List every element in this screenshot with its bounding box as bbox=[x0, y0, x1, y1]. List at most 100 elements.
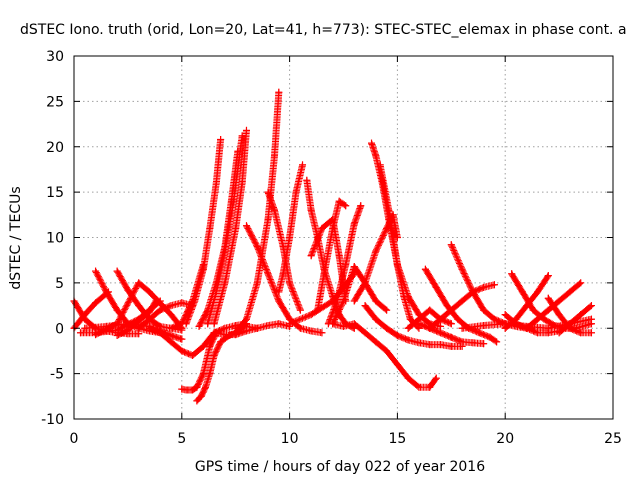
data-point bbox=[296, 324, 304, 332]
data-point bbox=[376, 161, 384, 169]
data-point bbox=[232, 324, 240, 332]
data-point bbox=[242, 322, 250, 330]
data-point bbox=[372, 152, 380, 160]
data-point bbox=[167, 338, 175, 346]
data-point bbox=[587, 302, 595, 310]
data-point bbox=[102, 288, 110, 296]
data-point bbox=[156, 306, 164, 314]
data-point bbox=[199, 342, 207, 350]
data-point bbox=[264, 322, 272, 330]
data-point bbox=[566, 320, 574, 328]
data-point bbox=[212, 288, 220, 296]
data-point bbox=[189, 351, 197, 359]
data-point bbox=[178, 347, 186, 355]
y-tick-label: 10 bbox=[46, 231, 64, 247]
data-point bbox=[76, 329, 84, 337]
data-point bbox=[415, 383, 423, 391]
data-point bbox=[307, 327, 315, 335]
data-point bbox=[458, 265, 466, 273]
data-point bbox=[307, 206, 315, 214]
data-point bbox=[238, 132, 246, 140]
data-point bbox=[191, 297, 199, 305]
data-series bbox=[204, 132, 246, 328]
data-point bbox=[320, 270, 328, 278]
data-point bbox=[271, 152, 279, 160]
data-point bbox=[372, 315, 380, 323]
data-point bbox=[458, 297, 466, 305]
data-series bbox=[182, 135, 225, 328]
data-point bbox=[275, 297, 283, 305]
data-point bbox=[193, 383, 201, 391]
data-point bbox=[167, 332, 175, 340]
y-tick-label: -10 bbox=[41, 412, 64, 428]
data-point bbox=[426, 341, 434, 349]
data-point bbox=[217, 135, 225, 143]
data-point bbox=[286, 234, 294, 241]
data-point bbox=[372, 247, 380, 255]
data-point bbox=[534, 288, 542, 296]
data-point bbox=[113, 306, 121, 314]
data-point bbox=[210, 351, 218, 359]
data-point bbox=[318, 329, 326, 337]
data-point bbox=[501, 311, 509, 319]
x-tick-label: 25 bbox=[604, 431, 622, 447]
data-point bbox=[296, 306, 304, 314]
data-point bbox=[275, 88, 283, 96]
data-point bbox=[253, 324, 261, 332]
data-point bbox=[544, 294, 552, 302]
data-point bbox=[437, 329, 445, 337]
x-tick-label: 10 bbox=[281, 431, 299, 447]
data-point bbox=[486, 333, 494, 341]
data-point bbox=[167, 302, 175, 310]
data-point bbox=[307, 252, 315, 260]
chart-title: dSTEC Iono. truth (orid, Lon=20, Lat=41,… bbox=[20, 22, 627, 38]
data-point bbox=[350, 297, 358, 305]
data-point bbox=[232, 331, 240, 339]
data-point bbox=[372, 297, 380, 305]
data-point bbox=[404, 374, 412, 382]
data-point bbox=[529, 306, 537, 314]
data-point bbox=[329, 297, 337, 305]
data-point bbox=[523, 302, 531, 310]
data-point bbox=[421, 265, 429, 273]
data-point bbox=[357, 202, 365, 210]
data-series bbox=[361, 302, 466, 350]
data-point bbox=[437, 322, 445, 330]
data-point bbox=[210, 329, 218, 337]
data-point bbox=[303, 176, 311, 184]
data-point bbox=[480, 322, 488, 330]
data-point bbox=[318, 224, 326, 232]
data-point bbox=[199, 370, 207, 378]
data-point bbox=[113, 320, 121, 328]
data-point bbox=[469, 288, 477, 296]
data-point bbox=[340, 322, 347, 330]
data-point bbox=[340, 297, 347, 305]
data-point bbox=[475, 329, 483, 337]
data-point bbox=[458, 338, 466, 346]
data-point bbox=[508, 270, 516, 278]
data-point bbox=[230, 197, 238, 205]
data-point bbox=[135, 279, 143, 287]
x-axis-label: GPS time / hours of day 022 of year 2016 bbox=[195, 459, 485, 475]
data-point bbox=[555, 311, 563, 319]
data-point bbox=[81, 324, 89, 332]
data-point bbox=[350, 220, 358, 228]
data-point bbox=[264, 270, 272, 278]
data-point bbox=[221, 247, 229, 255]
series-plus-markers bbox=[376, 161, 444, 330]
y-tick-label: 0 bbox=[55, 321, 64, 337]
data-point bbox=[480, 340, 488, 348]
data-series bbox=[286, 270, 358, 328]
data-point bbox=[335, 197, 343, 205]
data-point bbox=[199, 265, 207, 273]
plot-frame bbox=[73, 55, 614, 420]
data-series bbox=[329, 320, 440, 391]
data-point bbox=[350, 320, 358, 328]
data-point bbox=[404, 336, 412, 344]
data-point bbox=[221, 279, 229, 287]
data-point bbox=[275, 320, 283, 328]
y-tick-label: -5 bbox=[50, 367, 64, 383]
axis-ticks: 0 5 10 15 20 25 -10 -5 0 5 10 15 20 25 30 bbox=[41, 49, 622, 447]
series-plus-markers bbox=[182, 136, 225, 328]
data-point bbox=[92, 331, 100, 339]
